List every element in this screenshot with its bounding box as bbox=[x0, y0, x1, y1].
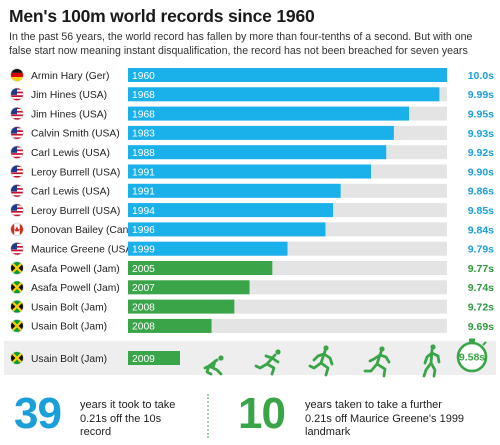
chart-title: Men's 100m world records since 1960 bbox=[9, 6, 315, 26]
flag-icon bbox=[10, 280, 24, 294]
stat-number-blue: 39 bbox=[14, 389, 62, 438]
stat-text-green: years taken to take a further 0.21s off … bbox=[305, 399, 465, 438]
year-label: 1991 bbox=[132, 187, 155, 198]
athlete-label: Armin Hary (Ger) bbox=[31, 71, 109, 82]
time-label: 9.90s bbox=[468, 166, 494, 178]
flag-icon bbox=[10, 351, 24, 365]
time-label: 9.77s bbox=[468, 263, 494, 275]
final-time-label: 9.58s bbox=[459, 352, 485, 364]
athlete-label: Maurice Greene (USA) bbox=[31, 245, 136, 256]
time-label: 9.84s bbox=[468, 224, 494, 236]
athlete-label: Usain Bolt (Jam) bbox=[31, 322, 107, 333]
runner-crouch-icon bbox=[203, 355, 224, 376]
year-label: 1991 bbox=[132, 167, 155, 178]
record-bar bbox=[128, 318, 212, 333]
athlete-label: Carl Lewis (USA) bbox=[31, 148, 110, 159]
time-label: 9.79s bbox=[468, 244, 494, 256]
time-label: 9.85s bbox=[468, 205, 494, 217]
record-bar bbox=[128, 106, 410, 121]
flag-icon bbox=[10, 164, 24, 179]
year-label: 1988 bbox=[132, 148, 155, 159]
record-bar bbox=[128, 68, 447, 82]
flag-icon bbox=[10, 261, 24, 275]
stat-text-blue: years it took to take 0.21s off the 10s … bbox=[80, 399, 176, 438]
record-bar bbox=[128, 222, 326, 237]
record-bar bbox=[128, 125, 394, 140]
time-label: 9.72s bbox=[468, 302, 494, 314]
record-bar bbox=[128, 351, 180, 365]
flag-icon bbox=[10, 222, 24, 236]
time-label: 10.0s bbox=[468, 70, 494, 82]
world-record-bar-chart: Armin Hary (Ger) 1960 10.0s Jim Hines (USA)… bbox=[4, 68, 496, 378]
time-label: 9.74s bbox=[468, 282, 494, 294]
year-label: 1968 bbox=[132, 109, 155, 120]
record-bar bbox=[128, 203, 334, 218]
stats-footer: 39 years it took to take 0.21s off the 1… bbox=[0, 390, 500, 445]
flag-icon bbox=[10, 184, 24, 198]
record-bar bbox=[128, 280, 250, 295]
record-bar bbox=[128, 164, 372, 179]
time-label: 9.92s bbox=[468, 147, 494, 159]
flag-icon bbox=[10, 68, 24, 82]
record-bar bbox=[128, 145, 387, 160]
record-bar bbox=[128, 87, 440, 102]
time-label: 9.99s bbox=[468, 89, 494, 101]
time-label: 9.69s bbox=[468, 321, 494, 333]
athlete-label: Asafa Powell (Jam) bbox=[31, 283, 120, 294]
flag-icon bbox=[10, 106, 24, 121]
runner-stride-icon bbox=[422, 344, 441, 378]
stat-number-green: 10 bbox=[238, 389, 286, 438]
athlete-label: Carl Lewis (USA) bbox=[31, 187, 110, 198]
flag-icon bbox=[10, 319, 24, 333]
chart-subtitle: In the past 56 years, the world record h… bbox=[9, 31, 473, 57]
year-label: 2008 bbox=[132, 322, 155, 333]
runner-stride-icon bbox=[308, 345, 334, 377]
stats-divider bbox=[207, 394, 209, 438]
record-bar bbox=[128, 183, 341, 198]
year-label: 1968 bbox=[132, 90, 155, 101]
year-label: 1983 bbox=[132, 129, 155, 140]
runner-stride-icon bbox=[363, 346, 391, 378]
flag-icon bbox=[10, 87, 24, 101]
athlete-label: Donovan Bailey (Can) bbox=[31, 225, 132, 236]
year-label: 1999 bbox=[132, 245, 155, 256]
flag-icon bbox=[10, 126, 24, 140]
flag-icon bbox=[10, 300, 24, 314]
runner-rise-icon bbox=[254, 349, 281, 376]
athlete-label: Asafa Powell (Jam) bbox=[31, 264, 120, 275]
year-label: 2007 bbox=[132, 283, 155, 294]
athlete-label: Jim Hines (USA) bbox=[31, 90, 107, 101]
final-record-highlight bbox=[4, 341, 496, 375]
record-bar bbox=[128, 299, 235, 314]
year-label: 2008 bbox=[132, 302, 155, 313]
record-bar bbox=[128, 261, 273, 275]
record-bar bbox=[128, 241, 288, 256]
athlete-label: Usain Bolt (Jam) bbox=[31, 354, 107, 365]
athlete-label: Jim Hines (USA) bbox=[31, 109, 107, 120]
year-label: 1996 bbox=[132, 225, 155, 236]
athlete-label: Leroy Burrell (USA) bbox=[31, 206, 120, 217]
year-label: 1960 bbox=[132, 71, 155, 82]
athlete-label: Calvin Smith (USA) bbox=[31, 129, 120, 140]
time-label: 9.95s bbox=[468, 109, 494, 121]
athlete-label: Usain Bolt (Jam) bbox=[31, 302, 107, 313]
time-label: 9.86s bbox=[468, 186, 494, 198]
flag-icon bbox=[10, 145, 24, 159]
time-label: 9.93s bbox=[468, 128, 494, 140]
flag-icon bbox=[10, 242, 24, 256]
flag-icon bbox=[10, 203, 24, 217]
year-label: 2009 bbox=[132, 354, 155, 365]
year-label: 1994 bbox=[132, 206, 155, 217]
stopwatch-icon bbox=[456, 338, 488, 373]
athlete-label: Leroy Burrell (USA) bbox=[31, 167, 120, 178]
year-label: 2005 bbox=[132, 264, 155, 275]
